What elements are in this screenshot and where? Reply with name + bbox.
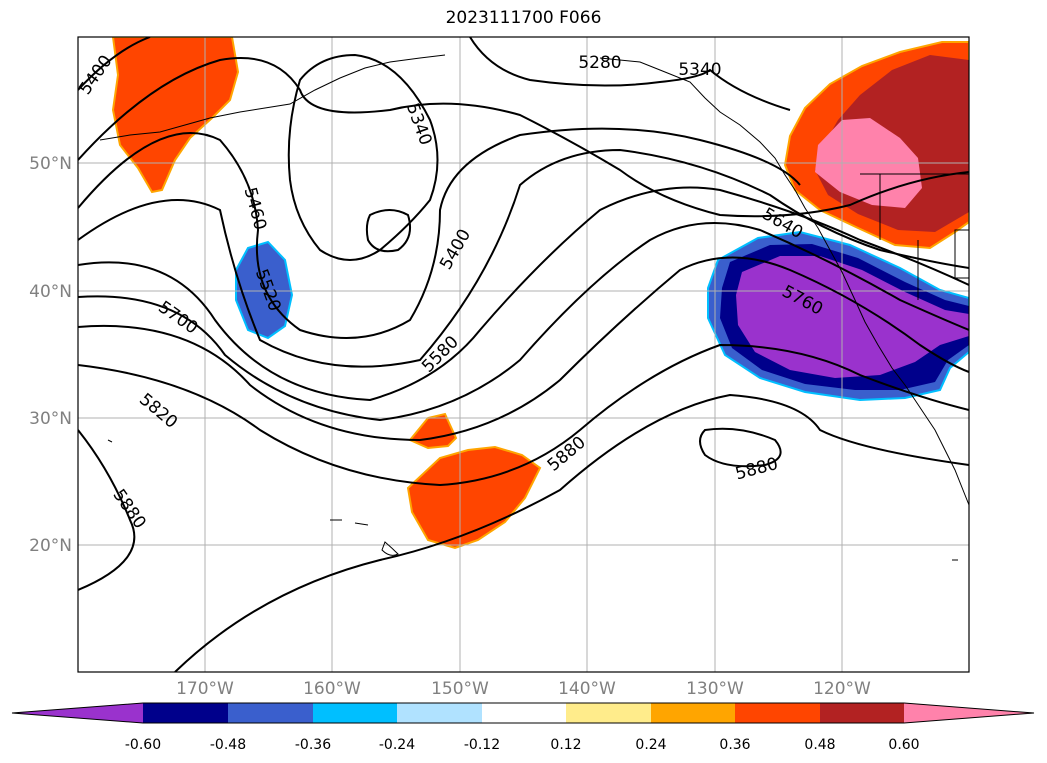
colorbar-swatch (820, 703, 904, 723)
colorbar-swatch (143, 703, 228, 723)
colorbar-extend-min (12, 703, 143, 723)
lat-label: 40°N (29, 282, 72, 302)
colorbar-swatch (482, 703, 566, 723)
colorbar-tick: -0.60 (125, 737, 161, 753)
colorbar-tick: -0.24 (379, 737, 415, 753)
contour-label: 5280 (578, 53, 621, 73)
colorbar-extend-max (904, 703, 1034, 723)
height-contours (78, 37, 969, 672)
lat-label: 30°N (29, 409, 72, 429)
colorbar-tick: 0.60 (888, 737, 919, 753)
map-title: 2023111700 F066 (445, 8, 602, 28)
contour-label: 5340 (678, 60, 721, 80)
colorbar-swatch (313, 703, 397, 723)
negative-anomaly-east-peak (736, 256, 969, 378)
colorbar-outline (11, 702, 1035, 724)
colorbar-tick: 0.12 (550, 737, 581, 753)
colorbar-swatch (228, 703, 313, 723)
lon-label: 150°W (431, 679, 489, 699)
lat-label: 50°N (29, 154, 72, 174)
colorbar-swatch (651, 703, 735, 723)
latitude-labels: 50°N 40°N 30°N 20°N (29, 154, 72, 556)
colorbar: -0.60 -0.48 -0.36 -0.24 -0.12 0.12 0.24 … (11, 702, 1035, 753)
lon-label: 160°W (303, 679, 361, 699)
colorbar-tick: 0.24 (635, 737, 666, 753)
lon-label: 170°W (176, 679, 234, 699)
coastlines (99, 54, 969, 561)
colorbar-tick: -0.48 (210, 737, 246, 753)
lon-label: 140°W (558, 679, 616, 699)
colorbar-tick: 0.36 (719, 737, 750, 753)
colorbar-swatch (566, 703, 651, 723)
plot-frame (77, 36, 970, 673)
colorbar-tick: -0.12 (464, 737, 500, 753)
positive-anomaly-northwest (111, 37, 240, 194)
colorbar-swatch (735, 703, 820, 723)
lat-label: 20°N (29, 536, 72, 556)
lon-label: 130°W (686, 679, 744, 699)
longitude-labels: 170°W 160°W 150°W 140°W 130°W 120°W (176, 679, 871, 699)
colorbar-ticks: -0.60 -0.48 -0.36 -0.24 -0.12 0.12 0.24 … (125, 737, 920, 753)
colorbar-swatch (397, 703, 482, 723)
colorbar-tick: 0.48 (804, 737, 835, 753)
map-plot-area (78, 37, 969, 672)
colorbar-tick: -0.36 (295, 737, 331, 753)
lon-label: 120°W (813, 679, 871, 699)
